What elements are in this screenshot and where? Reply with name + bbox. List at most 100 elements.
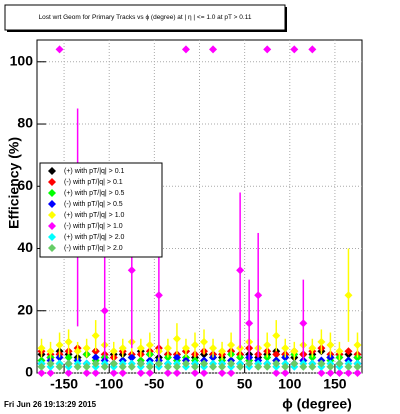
data-point bbox=[172, 362, 181, 371]
data-point bbox=[127, 353, 136, 362]
data-point bbox=[181, 359, 190, 368]
legend-label: (-) with pT/|q| > 0.1 bbox=[64, 179, 123, 186]
data-point bbox=[46, 359, 55, 368]
data-point bbox=[218, 362, 227, 371]
data-point bbox=[136, 359, 145, 368]
legend-label: (-) with pT/|q| > 2.0 bbox=[64, 245, 123, 252]
chart-title: Lost wrt Geom for Primary Tracks vs ϕ (d… bbox=[39, 14, 252, 21]
data-point bbox=[227, 340, 236, 349]
data-point bbox=[308, 344, 317, 353]
x-tick-label: 150 bbox=[323, 376, 347, 392]
data-point bbox=[64, 337, 73, 346]
data-point bbox=[181, 344, 190, 353]
data-point bbox=[91, 353, 100, 362]
data-point bbox=[209, 362, 218, 371]
x-tick-label: 50 bbox=[237, 376, 253, 392]
data-point bbox=[200, 337, 209, 346]
data-point bbox=[326, 362, 335, 371]
data-point bbox=[145, 369, 154, 377]
data-point bbox=[163, 369, 172, 377]
data-point bbox=[272, 359, 281, 368]
data-point bbox=[82, 362, 91, 371]
data-point bbox=[190, 340, 199, 349]
data-point bbox=[344, 369, 353, 377]
legend-marker bbox=[48, 244, 56, 252]
data-point bbox=[172, 369, 181, 377]
data-point bbox=[109, 369, 118, 377]
data-point bbox=[200, 359, 209, 368]
data-point bbox=[181, 45, 190, 54]
data-point bbox=[91, 359, 100, 368]
y-tick-label: 60 bbox=[17, 177, 33, 193]
data-point bbox=[118, 369, 127, 377]
data-point bbox=[344, 362, 353, 371]
data-point bbox=[82, 344, 91, 353]
data-point bbox=[236, 362, 245, 371]
legend-marker bbox=[48, 233, 56, 241]
legend-marker bbox=[48, 200, 56, 208]
y-tick-label: 40 bbox=[17, 239, 33, 255]
data-point bbox=[227, 369, 236, 377]
data-point bbox=[172, 353, 181, 362]
data-point bbox=[37, 344, 46, 353]
data-point bbox=[64, 369, 73, 377]
x-tick-label: -50 bbox=[144, 376, 164, 392]
legend-box bbox=[39, 162, 163, 258]
data-point bbox=[109, 359, 118, 368]
x-tick-label: 100 bbox=[278, 376, 302, 392]
data-point bbox=[344, 291, 353, 300]
data-point bbox=[91, 369, 100, 377]
data-point bbox=[127, 266, 136, 275]
legend-marker bbox=[48, 211, 56, 219]
data-point bbox=[190, 369, 199, 377]
data-point bbox=[118, 344, 127, 353]
data-point bbox=[245, 319, 254, 328]
x-tick-label: -100 bbox=[95, 376, 123, 392]
data-point bbox=[100, 306, 109, 315]
data-point bbox=[109, 347, 118, 356]
data-point bbox=[353, 340, 362, 349]
data-point bbox=[46, 369, 55, 377]
legend-marker bbox=[48, 222, 56, 230]
data-point bbox=[272, 350, 281, 359]
data-point bbox=[218, 347, 227, 356]
x-tick-label: -150 bbox=[50, 376, 78, 392]
data-point bbox=[317, 369, 326, 377]
data-point bbox=[263, 362, 272, 371]
data-point bbox=[326, 369, 335, 377]
data-point bbox=[55, 340, 64, 349]
data-point bbox=[136, 369, 145, 377]
data-point bbox=[154, 359, 163, 368]
data-point bbox=[64, 353, 73, 362]
legend-marker bbox=[48, 178, 56, 186]
y-tick-label: 100 bbox=[10, 52, 34, 68]
data-point bbox=[236, 266, 245, 275]
data-point bbox=[281, 369, 290, 377]
data-point bbox=[100, 362, 109, 371]
data-point bbox=[263, 340, 272, 349]
data-point bbox=[64, 359, 73, 368]
y-axis-label: Efficiency (%) bbox=[6, 137, 22, 229]
title-box bbox=[4, 4, 286, 31]
legend-label: (+) with pT/|q| > 0.5 bbox=[64, 190, 125, 197]
data-point bbox=[200, 369, 209, 377]
data-point bbox=[272, 331, 281, 340]
data-point bbox=[245, 359, 254, 368]
data-point bbox=[118, 362, 127, 371]
data-point bbox=[136, 344, 145, 353]
data-point bbox=[317, 359, 326, 368]
data-point bbox=[172, 334, 181, 343]
data-point bbox=[73, 362, 82, 371]
data-point bbox=[145, 340, 154, 349]
data-point bbox=[281, 362, 290, 371]
data-point bbox=[55, 45, 64, 54]
data-point bbox=[326, 340, 335, 349]
data-point bbox=[290, 347, 299, 356]
legend-marker bbox=[48, 189, 56, 197]
data-point bbox=[209, 45, 218, 54]
legend-label: (-) with pT/|q| > 0.5 bbox=[64, 201, 123, 208]
x-axis-label: ϕ (degree) bbox=[282, 396, 352, 412]
y-tick-label: 80 bbox=[17, 115, 33, 131]
legend-marker bbox=[48, 167, 56, 175]
